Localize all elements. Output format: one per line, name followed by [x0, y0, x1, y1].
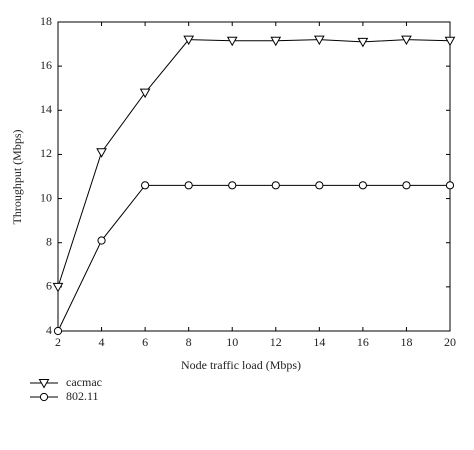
x-tick-label: 2	[55, 335, 61, 349]
marker	[53, 326, 63, 336]
x-tick-label: 18	[400, 335, 412, 349]
x-tick-label: 6	[142, 335, 148, 349]
marker	[228, 181, 237, 190]
x-tick-label: 10	[226, 335, 238, 349]
series-line	[57, 39, 451, 288]
marker	[271, 181, 280, 190]
x-tick-label: 20	[444, 335, 456, 349]
x-tick-label: 12	[270, 335, 282, 349]
x-axis-label: Node traffic load (Mbps)	[181, 358, 301, 372]
x-tick-label: 16	[357, 335, 369, 349]
marker	[226, 36, 238, 47]
marker	[270, 36, 282, 47]
marker	[358, 181, 367, 190]
plot-frame	[57, 21, 451, 332]
y-tick-label: 14	[40, 102, 52, 116]
marker	[444, 36, 456, 47]
marker	[402, 181, 411, 190]
marker	[445, 181, 455, 190]
legend-marker	[39, 392, 49, 402]
legend-marker	[38, 379, 50, 389]
marker	[141, 181, 150, 190]
legend-label: 802.11	[66, 389, 99, 403]
y-tick-label: 6	[46, 279, 52, 293]
marker	[183, 35, 195, 46]
marker	[184, 181, 193, 190]
marker	[315, 181, 324, 190]
marker	[401, 35, 412, 46]
x-tick-label: 14	[313, 335, 325, 349]
y-tick-label: 10	[40, 190, 52, 204]
series-line	[57, 184, 450, 332]
x-tick-label: 8	[186, 335, 192, 349]
y-tick-label: 16	[40, 58, 52, 72]
marker	[313, 35, 325, 46]
y-tick-label: 4	[46, 323, 52, 337]
marker	[96, 148, 107, 158]
marker	[139, 88, 151, 99]
marker	[52, 282, 64, 293]
x-tick-label: 4	[99, 335, 105, 349]
marker	[97, 236, 106, 245]
legend-label: cacmac	[66, 375, 102, 389]
y-tick-label: 8	[46, 234, 52, 248]
y-tick-label: 12	[40, 146, 52, 160]
y-axis-label: Throughput (Mbps)	[10, 130, 24, 225]
marker	[357, 37, 369, 48]
y-tick-label: 18	[40, 14, 52, 28]
